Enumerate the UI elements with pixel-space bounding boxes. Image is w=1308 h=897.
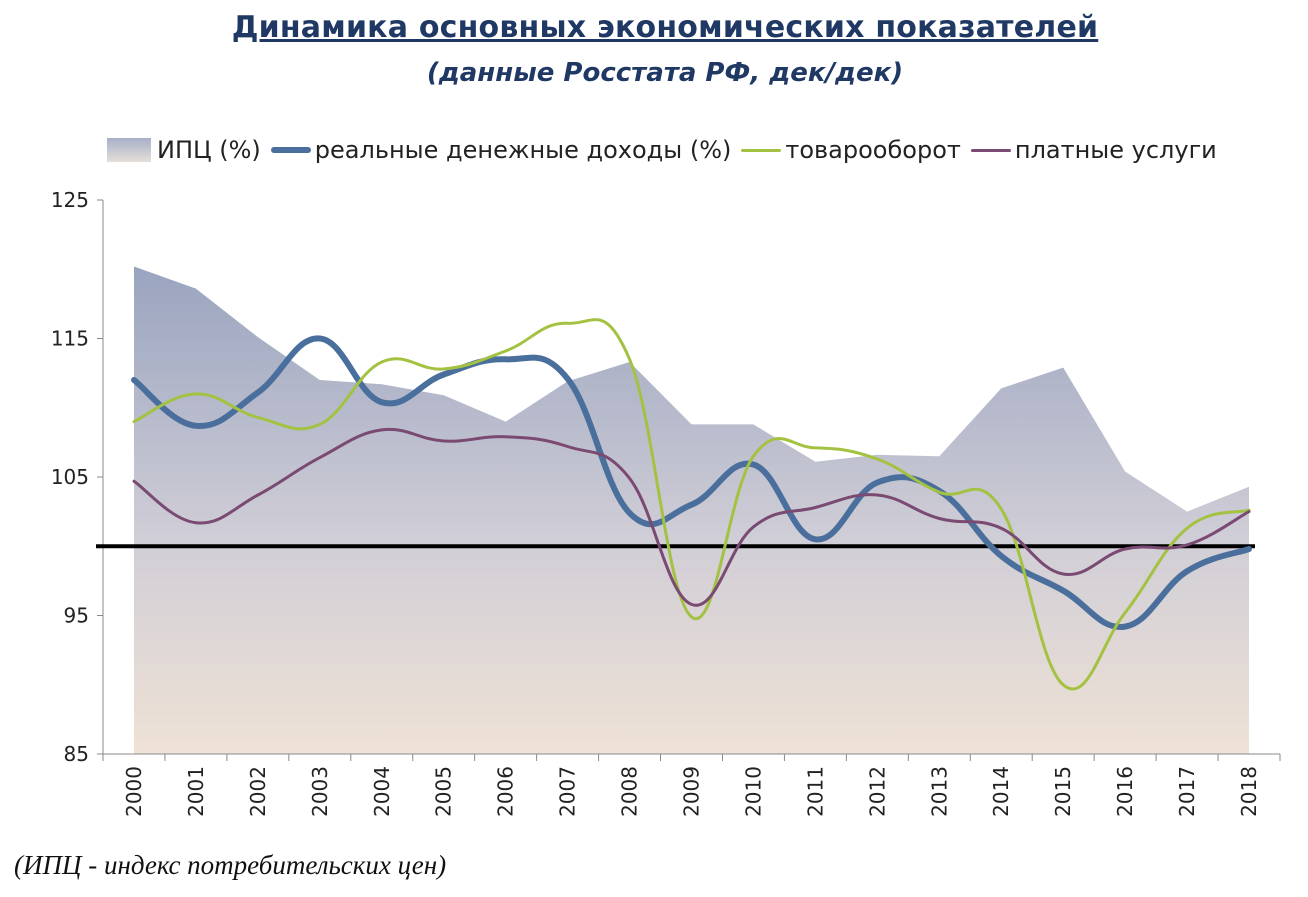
x-tick-label: 2007 [556, 766, 580, 817]
legend-label-cpi: ИПЦ (%) [157, 136, 261, 164]
legend-label-turnover: товарооборот [785, 136, 961, 164]
y-tick-label: 85 [64, 742, 89, 766]
x-tick-label: 2005 [432, 766, 456, 817]
legend-swatch-cpi [107, 138, 151, 162]
x-tick-label: 2011 [803, 766, 827, 817]
x-tick-label: 2016 [1113, 766, 1137, 817]
x-tick-label: 2006 [494, 766, 518, 817]
x-tick-label: 2010 [741, 766, 765, 817]
chart-title: Динамика основных экономических показате… [231, 10, 1099, 45]
turnover-line [132, 318, 1251, 691]
legend-label-income: реальные денежные доходы (%) [314, 136, 732, 164]
legend-swatch-income [270, 147, 311, 153]
y-tick-label: 105 [51, 465, 89, 489]
x-tick-label: 2008 [618, 766, 642, 817]
x-tick-label: 2002 [246, 766, 270, 817]
legend-item-cpi: ИПЦ (%) [107, 136, 261, 164]
legend-item-turnover: товарооборот [741, 136, 961, 164]
x-tick-label: 2001 [184, 766, 208, 817]
x-tick-label: 2000 [122, 766, 146, 817]
footnote: (ИПЦ - индекс потребительских цен) [14, 850, 447, 880]
legend-swatch-services [970, 148, 1011, 152]
x-tick-label: 2012 [865, 766, 889, 817]
chart-subtitle: (данные Росстата РФ, дек/дек) [426, 58, 904, 88]
legend-label-services: платные услуги [1014, 136, 1217, 164]
income-line [131, 335, 1252, 630]
legend: ИПЦ (%) реальные денежные доходы (%) тов… [107, 134, 1227, 166]
cpi-area [133, 266, 1250, 754]
x-tick-label: 2003 [308, 766, 332, 817]
legend-item-income: реальные денежные доходы (%) [270, 136, 732, 164]
x-tick-label: 2014 [989, 766, 1013, 817]
y-tick-label: 115 [51, 327, 89, 351]
x-tick-label: 2017 [1175, 766, 1199, 817]
x-tick-label: 2013 [927, 766, 951, 817]
legend-item-services: платные услуги [970, 136, 1217, 164]
x-tick-label: 2018 [1237, 766, 1261, 817]
x-tick-label: 2004 [370, 766, 394, 817]
y-tick-label: 95 [64, 604, 89, 628]
x-tick-label: 2009 [680, 766, 704, 817]
services-line [132, 427, 1251, 607]
legend-swatch-turnover [741, 148, 782, 152]
x-tick-label: 2015 [1051, 766, 1075, 817]
y-tick-label: 125 [51, 188, 89, 212]
